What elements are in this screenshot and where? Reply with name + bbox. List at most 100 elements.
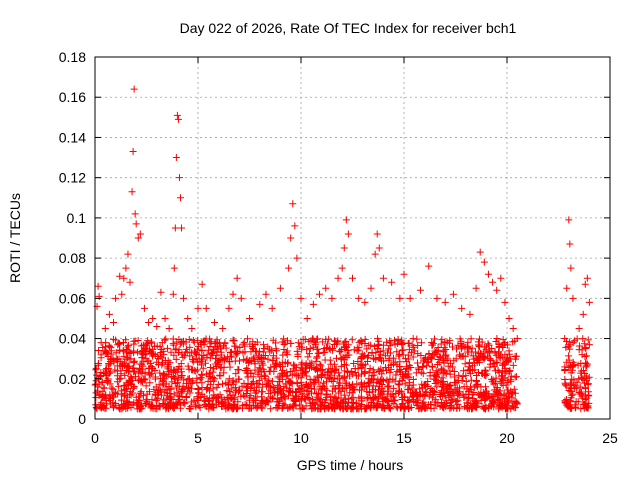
data-point (132, 373, 140, 381)
data-point (450, 390, 458, 398)
data-point (152, 391, 160, 399)
data-point (269, 377, 277, 385)
data-point (96, 372, 104, 380)
data-point (158, 339, 166, 347)
data-point (330, 337, 338, 345)
data-point (150, 385, 158, 393)
data-point (495, 340, 503, 348)
grid-lines (95, 57, 610, 419)
data-point (218, 363, 226, 371)
data-point (583, 360, 591, 368)
data-point (316, 290, 324, 298)
data-point (176, 340, 184, 348)
data-point (410, 390, 418, 398)
data-point (292, 388, 300, 396)
data-point (449, 363, 457, 371)
data-point (342, 337, 350, 345)
y-tick-label: 0.1 (67, 210, 87, 226)
data-point (134, 234, 142, 242)
data-point (235, 375, 243, 383)
y-tick-label: 0.06 (59, 290, 86, 306)
data-point (267, 405, 275, 413)
data-point (169, 339, 177, 347)
data-point (496, 351, 504, 359)
data-point (349, 274, 356, 282)
data-point (433, 347, 441, 355)
data-point (146, 347, 154, 355)
data-point (567, 369, 575, 377)
data-point (296, 401, 304, 409)
data-point (203, 370, 211, 378)
data-point (485, 348, 493, 356)
data-point (305, 350, 313, 358)
data-point (114, 355, 122, 363)
data-point (474, 349, 482, 357)
y-axis-label: ROTI / TECUs (7, 193, 23, 283)
y-tick-label: 0 (78, 411, 86, 427)
data-point (290, 361, 298, 369)
data-point (583, 274, 591, 282)
data-point (232, 370, 240, 378)
data-point (324, 368, 332, 376)
data-point (272, 347, 280, 355)
x-tick-label: 10 (293, 430, 309, 446)
data-point (462, 378, 470, 386)
data-point (193, 374, 201, 382)
data-point (400, 393, 408, 401)
data-point (95, 380, 103, 388)
data-point (371, 250, 379, 258)
data-point (276, 378, 284, 386)
data-point (510, 398, 518, 406)
data-point (337, 400, 345, 408)
data-point (416, 286, 424, 294)
data-point (380, 377, 388, 385)
data-point (246, 340, 254, 348)
data-point (316, 383, 324, 391)
data-point (375, 392, 383, 400)
data-point (311, 404, 319, 412)
data-point (470, 401, 478, 409)
data-point (331, 365, 339, 373)
data-point (439, 377, 447, 385)
data-point (395, 381, 403, 389)
data-point (468, 344, 476, 352)
data-point (140, 351, 148, 359)
data-point (120, 361, 128, 369)
x-tick-label: 0 (91, 430, 99, 446)
data-point (241, 342, 249, 350)
data-point (467, 335, 475, 343)
data-point (331, 394, 339, 402)
data-point (196, 357, 204, 365)
data-point (190, 338, 198, 346)
data-point (257, 373, 265, 381)
data-point (201, 400, 209, 408)
data-point (415, 366, 423, 374)
data-point (394, 380, 402, 388)
data-points (91, 85, 593, 413)
data-point (278, 369, 286, 377)
data-point (432, 375, 440, 383)
data-point (380, 341, 388, 349)
data-point (225, 304, 233, 312)
data-point (112, 336, 120, 344)
data-point (97, 402, 105, 410)
data-point (164, 360, 172, 368)
data-point (136, 397, 144, 405)
data-point (170, 341, 178, 349)
data-point (462, 372, 470, 380)
data-point (115, 375, 123, 383)
data-point (163, 389, 171, 397)
data-point (125, 362, 133, 370)
data-point (385, 378, 393, 386)
data-point (120, 274, 128, 282)
data-point (426, 368, 434, 376)
data-point (294, 352, 302, 360)
data-point (210, 391, 218, 399)
data-point (170, 264, 178, 272)
data-point (317, 401, 325, 409)
data-point (501, 298, 509, 306)
data-point (491, 379, 499, 387)
data-point (449, 389, 457, 397)
data-point (246, 394, 254, 402)
